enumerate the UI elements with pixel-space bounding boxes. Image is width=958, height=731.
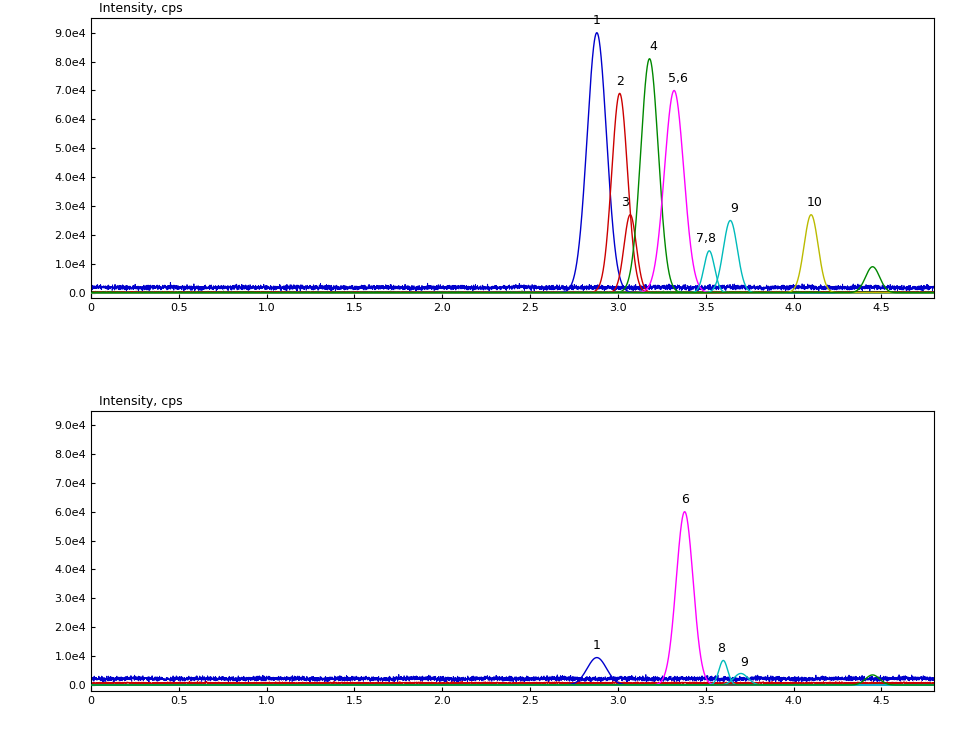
Text: 2: 2	[616, 75, 624, 88]
Text: 4: 4	[650, 40, 657, 53]
Text: 3: 3	[621, 196, 628, 209]
Text: Intensity, cps: Intensity, cps	[100, 2, 183, 15]
Text: 10: 10	[807, 196, 823, 209]
Text: 1: 1	[593, 14, 601, 27]
Text: 8: 8	[718, 642, 725, 655]
Text: 7,8: 7,8	[696, 232, 716, 245]
Text: 6: 6	[681, 493, 689, 506]
Text: 9: 9	[730, 202, 738, 215]
Text: Intensity, cps: Intensity, cps	[100, 395, 183, 408]
Text: 9: 9	[741, 656, 748, 669]
Text: 1: 1	[593, 639, 601, 652]
Text: 5,6: 5,6	[668, 72, 688, 85]
